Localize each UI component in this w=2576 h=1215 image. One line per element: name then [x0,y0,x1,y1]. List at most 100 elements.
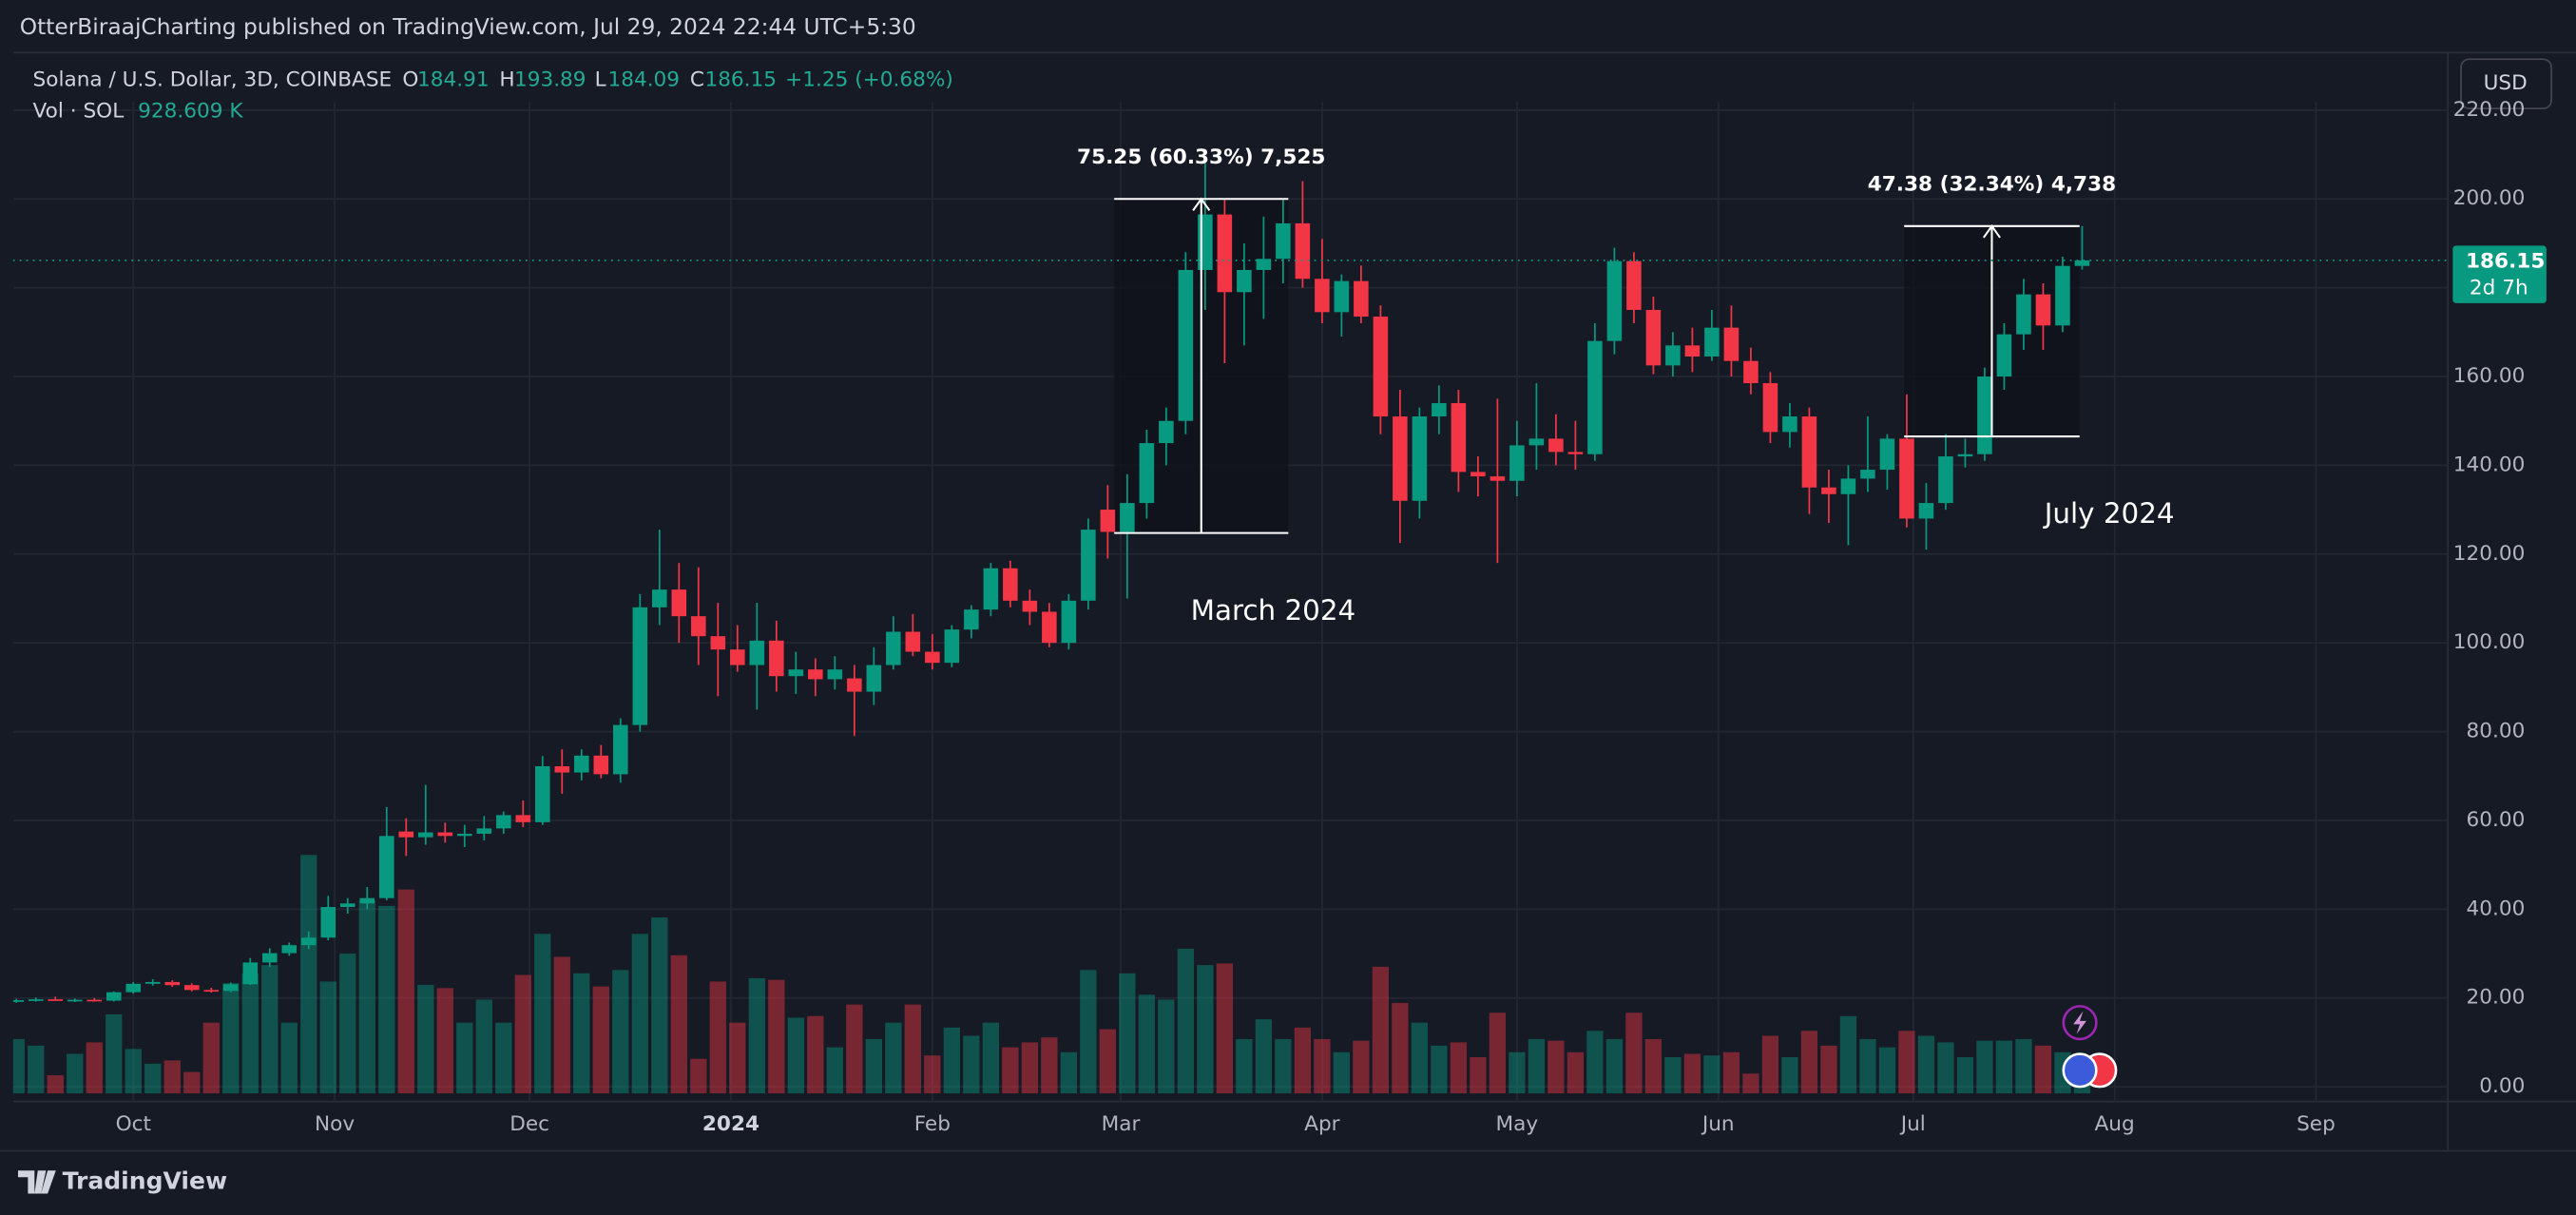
ohlc-prefix: O [402,68,418,92]
candle-body [203,990,220,993]
volume-bar [1509,1051,1526,1094]
volume-bar [300,855,317,1094]
candle-body [886,631,901,665]
candle-body [1762,383,1778,433]
volume-bar [378,905,395,1094]
candle-body [944,629,960,664]
candle-body [1684,345,1701,357]
candle-body [1198,214,1213,270]
candle-body [1139,443,1155,504]
arrow-head [1982,224,2001,239]
candle-body [1061,600,1077,644]
volume-bar [1956,1056,1974,1094]
ohlc-prefix: C [690,68,704,92]
candle-body [1100,510,1116,532]
candle-body [1354,280,1369,317]
candle-body [964,609,979,630]
candle-body [1743,360,1759,384]
candle-body [749,640,765,665]
volume-bar [1625,1012,1643,1094]
volume-bar [1138,994,1155,1094]
candle-body [710,636,726,650]
volume-bar [86,1042,103,1094]
x-tick-label: Jul [1899,1112,1926,1136]
volume-bar [106,1014,123,1094]
candle-body [1042,611,1057,644]
candle-body [320,907,336,938]
x-tick-label: Oct [116,1112,151,1136]
candle-body [1178,269,1194,421]
volume-bar [1119,973,1136,1094]
volume-bar [631,934,648,1094]
volume-bar [495,1022,512,1094]
candle-body [1957,453,1973,457]
candle-body [1393,416,1408,501]
candle-body [1704,327,1720,357]
volume-bar [1450,1042,1468,1094]
candle-body [1626,260,1642,310]
volume-bar [1392,1002,1409,1094]
candle-body [242,962,259,985]
currency[interactable]: USD [2484,71,2528,95]
volume-bar [456,1022,473,1094]
candle-body [1471,472,1486,477]
volume-bar [748,977,765,1094]
volume-bar [1722,1051,1740,1094]
volume-bar [202,1022,220,1094]
candle-body [1373,316,1389,417]
candle-body [1256,259,1272,270]
volume-bar [319,981,336,1094]
volume-bar [397,889,414,1094]
volume-bar [1800,1031,1818,1094]
candle-body [1645,309,1662,366]
volume-bar [1548,1040,1565,1094]
volume-bar [573,973,590,1094]
candle-body [1120,503,1135,532]
candle-body [1840,478,1856,494]
candle-body [1860,470,1875,479]
candle-body [261,953,278,963]
volume-bar [1060,1051,1077,1094]
volume-bar [768,979,785,1094]
candle-body [12,1000,25,1002]
candle-body [1237,269,1252,293]
candle-body [300,937,317,946]
publisher: OtterBiraajCharting published on Trading… [20,13,916,40]
y-tick-label: 200.00 [2453,186,2526,210]
event-icon[interactable] [2062,1052,2098,1089]
candle-body [2074,260,2090,266]
volume-bar [514,974,531,1094]
volume-bar [729,1022,746,1094]
candle-body [222,984,239,992]
candle-body [1899,438,1914,519]
volume-bar [709,981,726,1094]
y-tick-label: 100.00 [2453,630,2526,654]
currency-button[interactable] [2460,58,2552,110]
x-tick-label: Jun [1701,1112,1735,1136]
candle-body [496,815,511,829]
candle-body [1821,487,1836,494]
volume-bar [1995,1040,2013,1094]
volume-bar [651,916,668,1094]
volume-bar [1177,948,1194,1094]
candle-body [769,640,784,677]
volume-bar [787,1017,804,1094]
candle-body [1081,530,1096,601]
candle-body [281,945,298,954]
volume-bar [885,1022,902,1094]
candle-body [652,589,667,608]
candle-body [983,568,999,610]
volume-bar [1605,1038,1624,1094]
measure-label: 47.38 (32.34%) 4,738 [1868,173,2116,197]
candle-body [1665,345,1681,366]
volume-bar [846,1004,863,1094]
y-tick-label: 80.00 [2467,720,2526,743]
x-tick-label: Sep [2297,1112,2336,1136]
volume-bar [1158,999,1175,1094]
volume-bar [1898,1031,1915,1094]
plot-area [12,102,2449,1102]
volume-bar [163,1060,181,1094]
volume-title: Vol · SOL [33,100,125,124]
volume-bar [339,954,356,1094]
